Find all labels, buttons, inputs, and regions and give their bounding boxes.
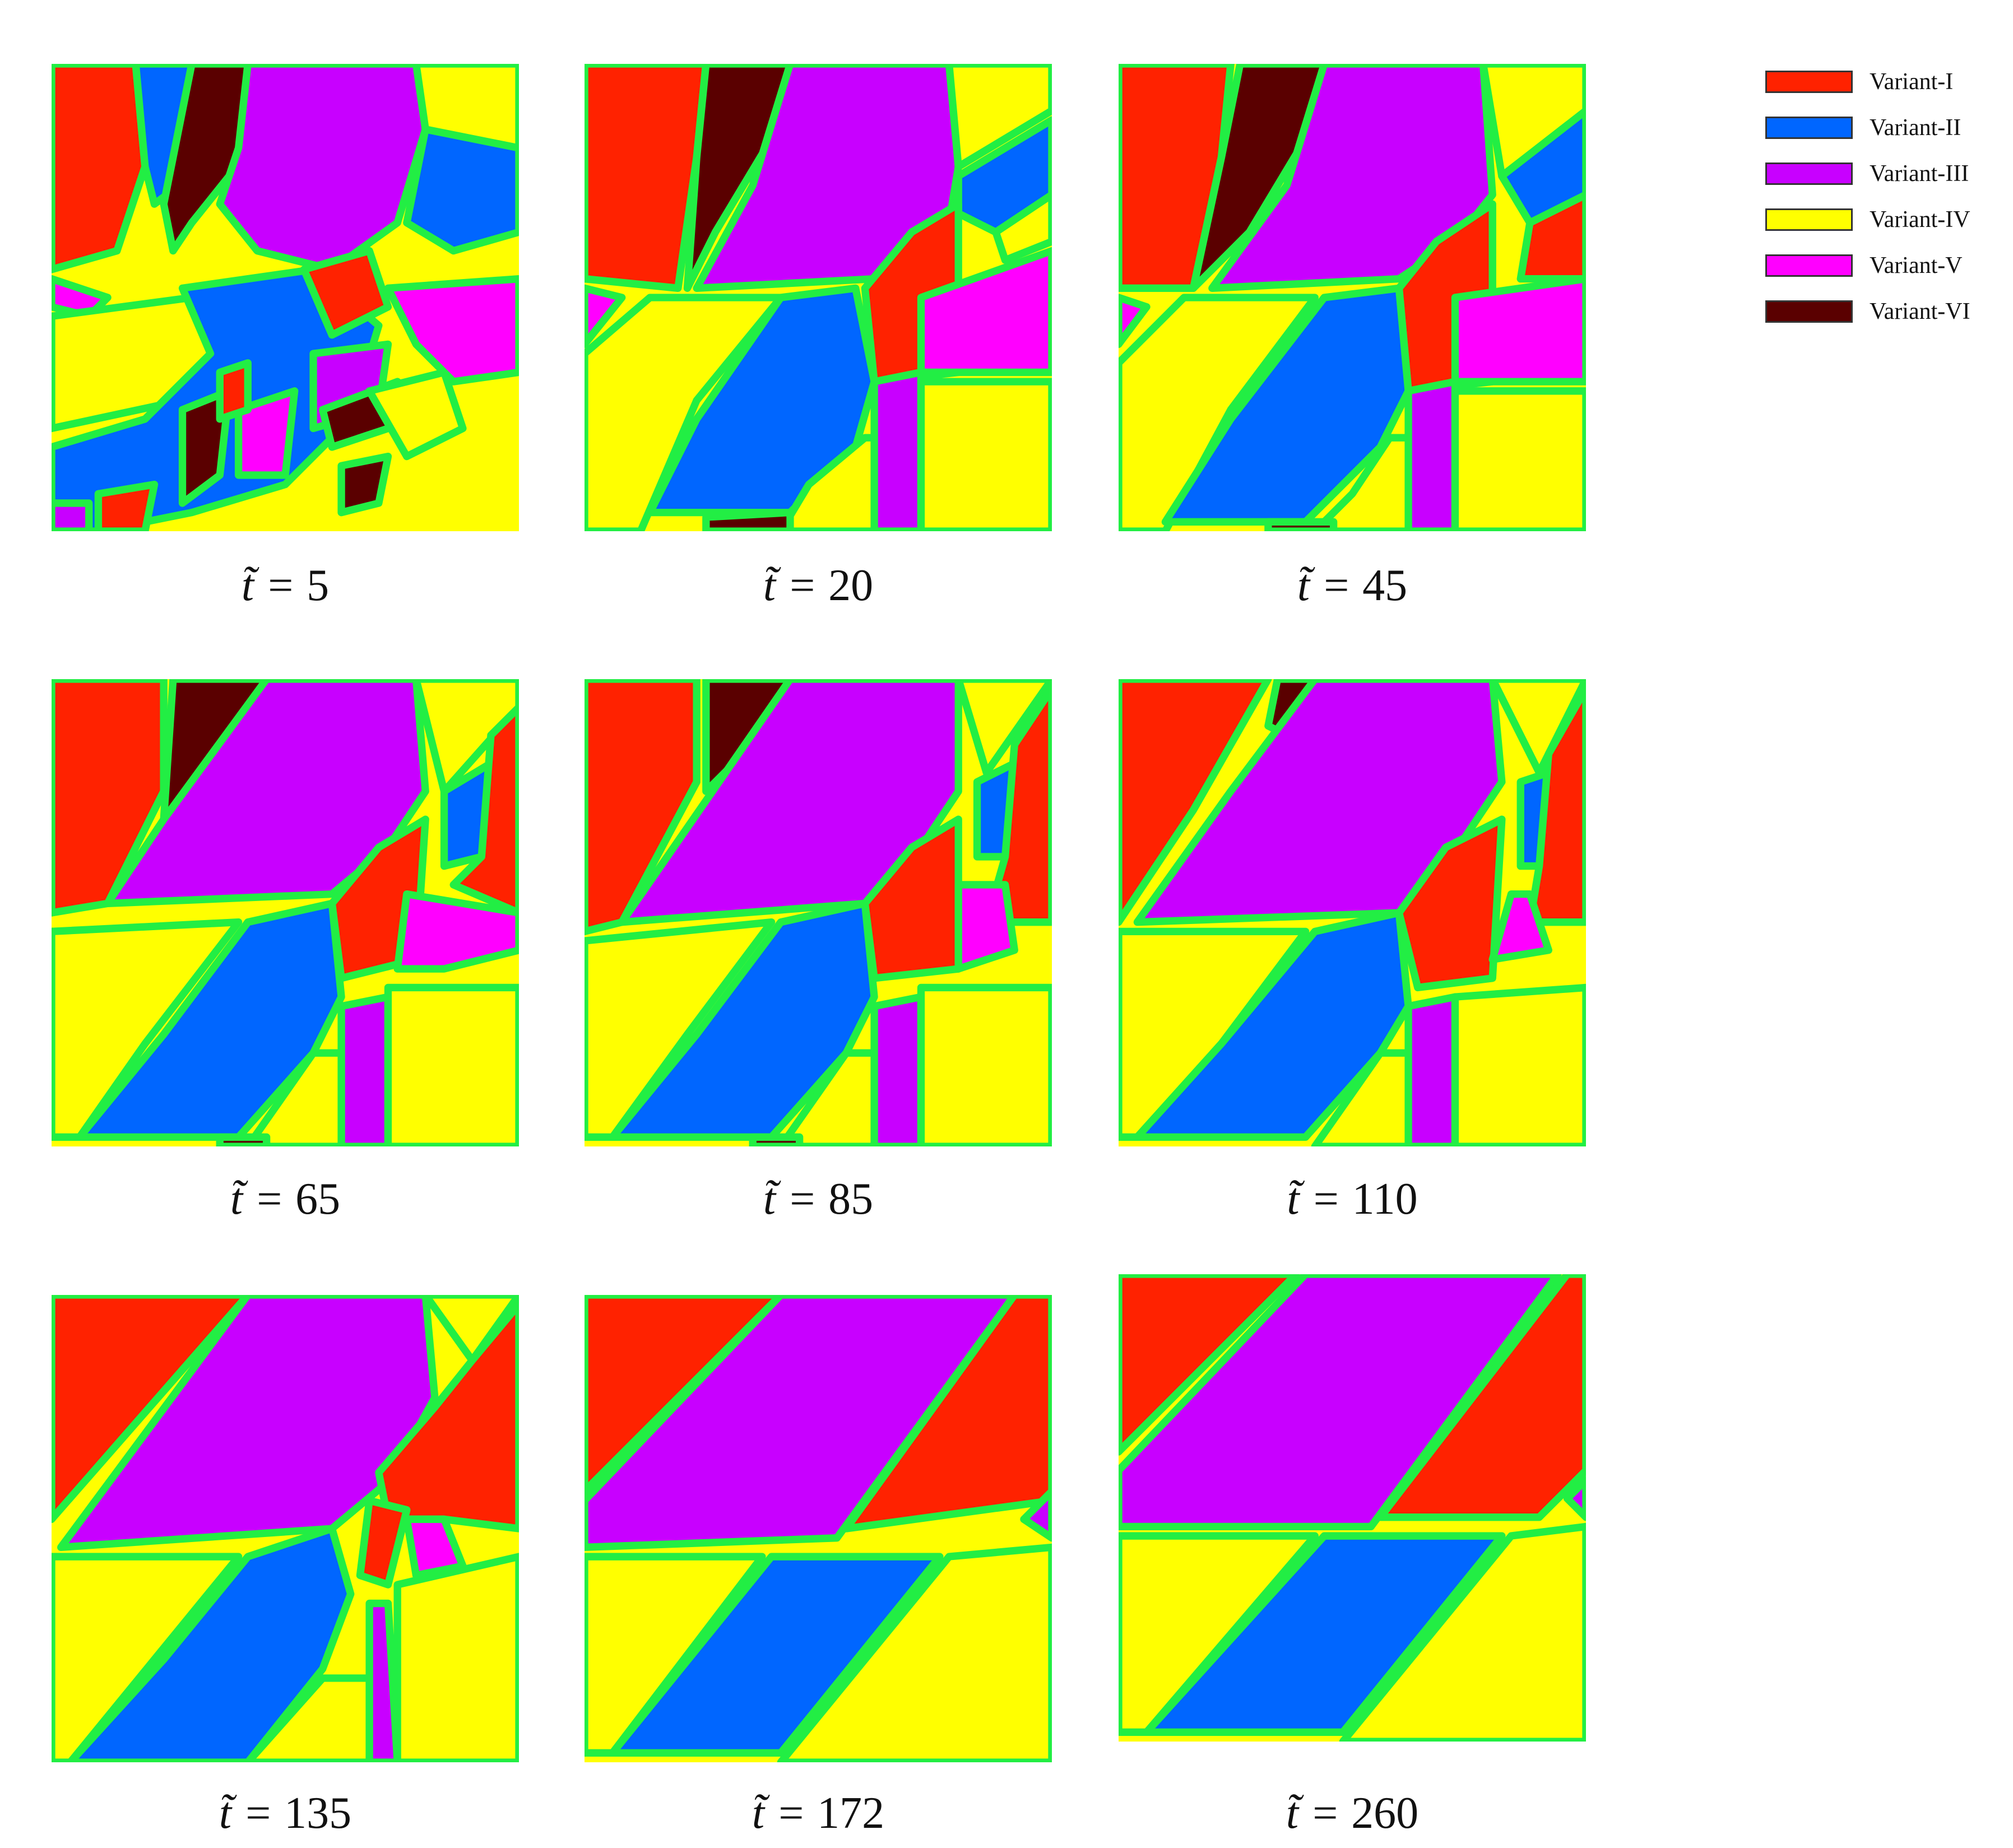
- legend-swatch: [1765, 117, 1853, 139]
- microstructure-t172: [585, 1295, 1052, 1762]
- caption-prefix: t̃ =: [1287, 1174, 1341, 1224]
- legend-swatch: [1765, 162, 1853, 185]
- caption-value: 85: [828, 1174, 874, 1224]
- caption-prefix: t̃ =: [763, 1174, 818, 1224]
- panel-t85: [585, 679, 1052, 1146]
- panel-t172: [585, 1295, 1052, 1762]
- caption-prefix: t̃ =: [219, 1789, 273, 1838]
- caption-t85: t̃ = 85: [585, 1174, 1052, 1225]
- panel-t260: [1119, 1274, 1586, 1742]
- microstructure-t65: [52, 679, 519, 1146]
- caption-t110: t̃ = 110: [1119, 1174, 1586, 1225]
- caption-value: 260: [1351, 1789, 1419, 1838]
- caption-value: 135: [284, 1789, 352, 1838]
- microstructure-t85: [585, 679, 1052, 1146]
- legend-swatch: [1765, 208, 1853, 231]
- legend-swatch: [1765, 71, 1853, 93]
- microstructure-t260: [1119, 1274, 1586, 1742]
- legend-swatch: [1765, 300, 1853, 323]
- microstructure-t45: [1119, 64, 1586, 531]
- panel-t110: [1119, 679, 1586, 1146]
- panel-t45: [1119, 64, 1586, 531]
- caption-t5: t̃ = 5: [52, 560, 519, 611]
- legend-label: Variant-III: [1870, 161, 1969, 187]
- caption-value: 172: [817, 1789, 885, 1838]
- microstructure-t5: [52, 64, 519, 531]
- legend-item-variant-v: Variant-V: [1765, 251, 2012, 285]
- legend-item-variant-vi: Variant-VI: [1765, 297, 2012, 331]
- panel-t5: [52, 64, 519, 531]
- caption-prefix: t̃ =: [1297, 561, 1352, 610]
- legend-item-variant-i: Variant-I: [1765, 67, 2012, 101]
- panel-t65: [52, 679, 519, 1146]
- caption-prefix: t̃ =: [230, 1174, 285, 1224]
- legend-label: Variant-II: [1870, 115, 1961, 141]
- legend-label: Variant-IV: [1870, 207, 1970, 233]
- caption-prefix: t̃ =: [1286, 1789, 1341, 1838]
- legend-label: Variant-VI: [1870, 299, 1970, 324]
- caption-t20: t̃ = 20: [585, 560, 1052, 611]
- caption-prefix: t̃ =: [241, 561, 296, 610]
- microstructure-t110: [1119, 679, 1586, 1146]
- caption-value: 110: [1352, 1174, 1418, 1224]
- caption-prefix: t̃ =: [763, 561, 818, 610]
- legend-item-variant-ii: Variant-II: [1765, 113, 2012, 147]
- caption-value: 5: [307, 561, 330, 610]
- caption-t172: t̃ = 172: [585, 1788, 1052, 1839]
- caption-t260: t̃ = 260: [1119, 1788, 1586, 1839]
- legend-label: Variant-I: [1870, 69, 1954, 95]
- panel-t20: [585, 64, 1052, 531]
- caption-prefix: t̃ =: [752, 1789, 806, 1838]
- legend-item-variant-iii: Variant-III: [1765, 159, 2012, 193]
- legend-label: Variant-V: [1870, 253, 1963, 278]
- caption-value: 20: [828, 561, 874, 610]
- caption-t65: t̃ = 65: [52, 1174, 519, 1225]
- caption-value: 45: [1362, 561, 1408, 610]
- caption-t45: t̃ = 45: [1119, 560, 1586, 611]
- panel-t135: [52, 1295, 519, 1762]
- microstructure-t135: [52, 1295, 519, 1762]
- caption-value: 65: [295, 1174, 341, 1224]
- caption-t135: t̃ = 135: [52, 1788, 519, 1839]
- legend-item-variant-iv: Variant-IV: [1765, 205, 2012, 239]
- microstructure-t20: [585, 64, 1052, 531]
- legend-swatch: [1765, 254, 1853, 277]
